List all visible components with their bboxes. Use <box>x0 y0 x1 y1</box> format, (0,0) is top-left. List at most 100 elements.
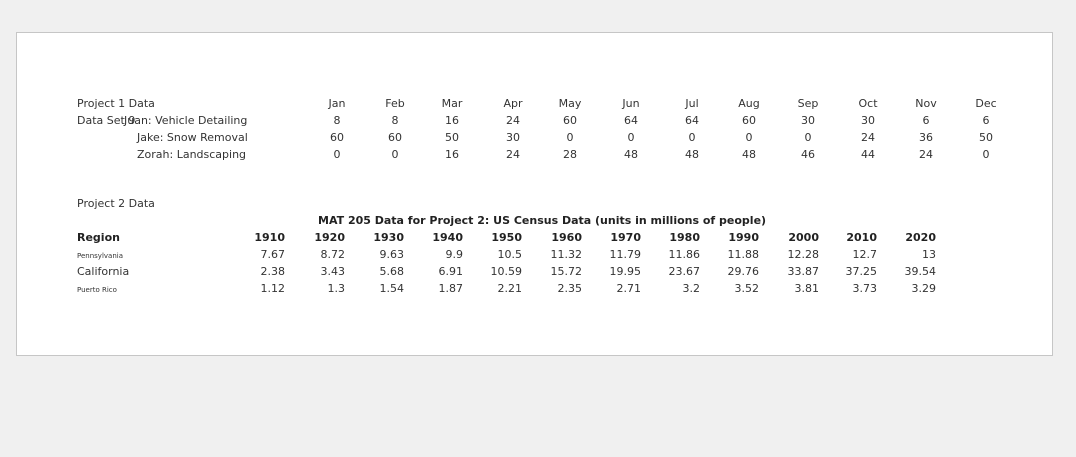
month-header-jul: Jul <box>685 97 699 110</box>
census-cell: 1.87 <box>438 282 464 295</box>
project1-row-name: Zorah: Landscaping <box>137 148 247 161</box>
census-cell: 11.86 <box>668 248 701 261</box>
census-table-title: MAT 205 Data for Project 2: US Census Da… <box>318 214 767 227</box>
project1-cell: 44 <box>861 148 875 161</box>
year-header-1960: 1960 <box>551 231 582 244</box>
project1-cell: 30 <box>506 131 520 144</box>
project1-cell: 24 <box>861 131 875 144</box>
year-header-1910: 1910 <box>254 231 285 244</box>
census-cell: 29.76 <box>727 265 760 278</box>
project1-cell: 0 <box>391 148 399 161</box>
month-header-apr: Apr <box>503 97 523 110</box>
year-header-1990: 1990 <box>728 231 759 244</box>
region-name: California <box>77 265 130 278</box>
census-cell: 2.35 <box>557 282 583 295</box>
project1-cell: 48 <box>624 148 638 161</box>
project1-cell: 60 <box>330 131 344 144</box>
census-cell: 7.67 <box>260 248 286 261</box>
project1-cell: 0 <box>804 131 812 144</box>
census-cell: 13 <box>922 248 936 261</box>
project1-row-name: Juan: Vehicle Detailing <box>124 114 248 127</box>
year-header-2020: 2020 <box>905 231 936 244</box>
month-header-aug: Aug <box>738 97 760 110</box>
year-header-1950: 1950 <box>491 231 522 244</box>
project1-cell: 16 <box>445 114 459 127</box>
project1-cell: 0 <box>982 148 990 161</box>
project2-title: Project 2 Data <box>77 197 155 210</box>
census-cell: 3.81 <box>794 282 820 295</box>
census-cell: 9.9 <box>445 248 464 261</box>
month-header-mar: Mar <box>441 97 463 110</box>
year-header-2000: 2000 <box>788 231 819 244</box>
census-cell: 11.88 <box>727 248 760 261</box>
project1-cell: 28 <box>563 148 577 161</box>
census-cell: 12.28 <box>787 248 820 261</box>
census-cell: 3.29 <box>911 282 937 295</box>
project1-cell: 8 <box>391 114 399 127</box>
month-header-jan: Jan <box>328 97 346 110</box>
project1-cell: 48 <box>742 148 756 161</box>
project1-cell: 46 <box>801 148 815 161</box>
census-cell: 12.7 <box>852 248 878 261</box>
project1-row-name: Jake: Snow Removal <box>137 131 248 144</box>
project1-cell: 0 <box>688 131 696 144</box>
census-cell: 33.87 <box>787 265 820 278</box>
census-cell: 39.54 <box>904 265 937 278</box>
month-header-feb: Feb <box>385 97 405 110</box>
census-cell: 19.95 <box>609 265 642 278</box>
project1-cell: 24 <box>506 114 520 127</box>
project1-title: Project 1 Data <box>77 97 155 110</box>
census-cell: 3.52 <box>734 282 760 295</box>
year-header-1970: 1970 <box>610 231 641 244</box>
project1-cell: 30 <box>801 114 815 127</box>
month-header-may: May <box>558 97 582 110</box>
project1-cell: 6 <box>922 114 930 127</box>
dataset-label: Data Set 9 <box>77 114 136 127</box>
census-cell: 2.71 <box>616 282 642 295</box>
project1-cell: 0 <box>566 131 574 144</box>
census-cell: 11.79 <box>609 248 642 261</box>
project1-cell: 60 <box>742 114 756 127</box>
census-cell: 5.68 <box>379 265 405 278</box>
project1-cell: 24 <box>506 148 520 161</box>
month-header-dec: Dec <box>975 97 997 110</box>
project1-cell: 64 <box>624 114 638 127</box>
project1-cell: 0 <box>745 131 753 144</box>
census-cell: 1.3 <box>327 282 346 295</box>
project1-cell: 24 <box>919 148 933 161</box>
census-cell: 6.91 <box>438 265 464 278</box>
project1-cell: 0 <box>627 131 635 144</box>
census-cell: 2.21 <box>497 282 523 295</box>
census-cell: 3.2 <box>682 282 701 295</box>
project1-cell: 50 <box>979 131 993 144</box>
census-cell: 8.72 <box>320 248 346 261</box>
project1-cell: 50 <box>445 131 459 144</box>
census-cell: 1.54 <box>379 282 405 295</box>
project1-cell: 6 <box>982 114 990 127</box>
region-header: Region <box>77 231 120 244</box>
month-header-oct: Oct <box>858 97 878 110</box>
census-cell: 2.38 <box>260 265 286 278</box>
month-header-nov: Nov <box>915 97 937 110</box>
year-header-2010: 2010 <box>846 231 877 244</box>
census-cell: 1.12 <box>260 282 286 295</box>
project1-cell: 30 <box>861 114 875 127</box>
project1-cell: 48 <box>685 148 699 161</box>
project1-cell: 60 <box>563 114 577 127</box>
year-header-1940: 1940 <box>432 231 463 244</box>
project1-cell: 64 <box>685 114 699 127</box>
region-name: Puerto Rico <box>77 286 117 294</box>
month-header-jun: Jun <box>622 97 640 110</box>
census-cell: 37.25 <box>845 265 878 278</box>
document-page: Project 1 Data Data Set 9 Jan Feb Mar Apr Ma… <box>16 32 1053 356</box>
project1-cell: 60 <box>388 131 402 144</box>
year-header-1920: 1920 <box>314 231 345 244</box>
census-cell: 10.5 <box>497 248 523 261</box>
region-name: Pennsylvania <box>77 252 123 260</box>
year-header-1980: 1980 <box>669 231 700 244</box>
census-cell: 15.72 <box>550 265 583 278</box>
project1-cell: 0 <box>333 148 341 161</box>
census-cell: 3.43 <box>320 265 346 278</box>
census-cell: 11.32 <box>550 248 583 261</box>
month-header-sep: Sep <box>797 97 819 110</box>
